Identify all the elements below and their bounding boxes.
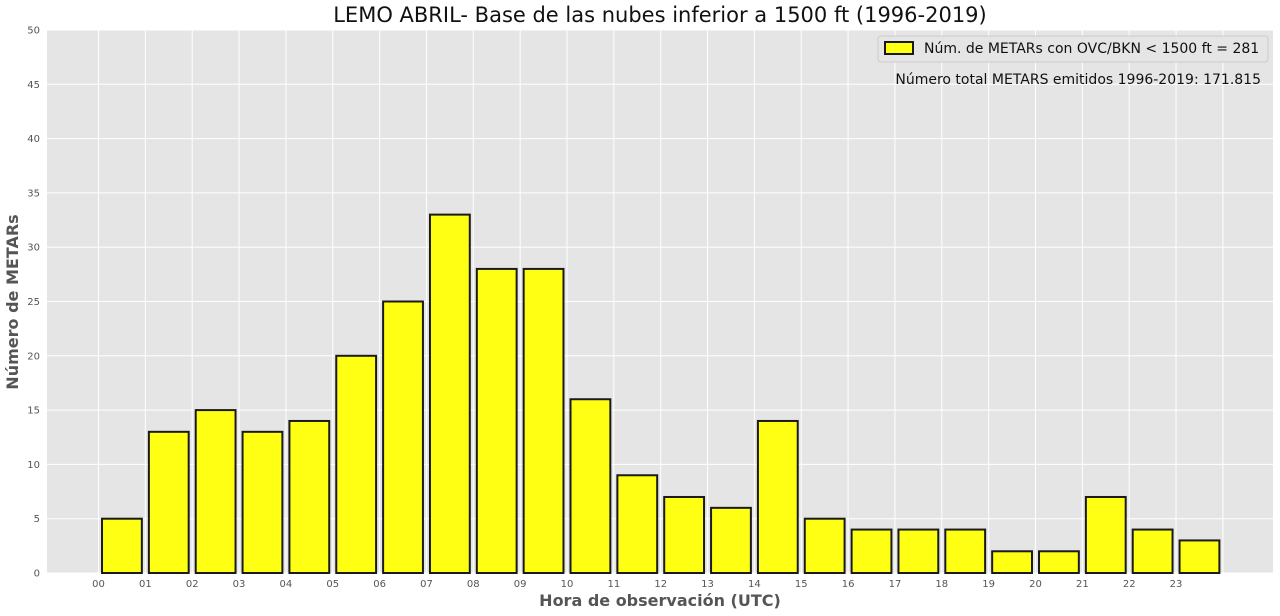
y-tick-label: 25: [27, 297, 40, 308]
y-tick-label: 5: [34, 514, 40, 525]
bar-09: [522, 267, 565, 574]
x-tick-label: 17: [889, 579, 902, 590]
bar-21: [1084, 495, 1127, 575]
bar-11: [616, 474, 659, 575]
x-tick-label: 11: [607, 579, 620, 590]
legend-swatch: [884, 41, 914, 55]
x-tick-label: 14: [748, 579, 761, 590]
bar-01: [147, 430, 190, 574]
bar-20: [1038, 550, 1080, 575]
bar-17: [897, 528, 940, 574]
bar-16: [850, 528, 893, 574]
total-metars-annotation: Número total METARS emitidos 1996-2019: …: [895, 72, 1261, 88]
bar-02: [194, 409, 237, 574]
x-axis-ticks: 00 01 02 03 04 05 06 07 08 09 10 11 12 13 14 15 16 17 18 19…: [92, 579, 1182, 590]
bar-06: [382, 300, 424, 574]
y-tick-label: 20: [27, 351, 40, 362]
bars: [101, 213, 1221, 575]
x-tick-label: 01: [139, 579, 152, 590]
x-tick-label: 23: [1170, 579, 1183, 590]
bar-22: [1131, 528, 1174, 574]
x-tick-label: 12: [654, 579, 667, 590]
legend: Núm. de METARs con OVC/BKN < 1500 ft = 2…: [877, 35, 1269, 63]
x-tick-label: 02: [186, 579, 199, 590]
y-tick-label: 30: [27, 243, 40, 254]
legend-box: [877, 35, 1269, 63]
x-axis-label: Hora de observación (UTC): [539, 591, 781, 610]
x-tick-label: 04: [280, 579, 293, 590]
x-tick-label: 22: [1123, 579, 1136, 590]
bar-19: [991, 550, 1033, 575]
bar-10: [569, 398, 612, 574]
y-tick-label: 15: [27, 406, 40, 417]
bar-00: [101, 517, 143, 575]
x-tick-label: 09: [514, 579, 527, 590]
x-tick-label: 05: [326, 579, 339, 590]
x-tick-label: 07: [420, 579, 433, 590]
y-axis-ticks: 0 5 10 15 20 25 30 35 40 45 50: [27, 26, 40, 580]
bar-08: [475, 267, 518, 574]
x-tick-label: 00: [92, 579, 105, 590]
y-tick-label: 40: [27, 134, 40, 145]
x-tick-label: 19: [982, 579, 995, 590]
bar-18: [944, 528, 987, 574]
bar-23: [1178, 539, 1221, 574]
x-tick-label: 16: [842, 579, 855, 590]
bar-13: [710, 506, 752, 574]
x-tick-label: 15: [795, 579, 808, 590]
legend-label: Núm. de METARs con OVC/BKN < 1500 ft = 2…: [924, 41, 1259, 57]
y-tick-label: 35: [27, 188, 40, 199]
y-tick-label: 0: [34, 569, 40, 580]
y-tick-label: 50: [27, 26, 40, 37]
bar-07: [428, 213, 471, 574]
bar-04: [288, 419, 331, 574]
bar-12: [663, 495, 706, 575]
y-tick-label: 45: [27, 80, 40, 91]
bar-03: [241, 430, 284, 574]
y-axis-label: Número de METARs: [3, 214, 22, 389]
x-tick-label: 08: [467, 579, 480, 590]
x-tick-label: 13: [701, 579, 714, 590]
x-tick-label: 20: [1029, 579, 1042, 590]
bar-15: [803, 517, 846, 575]
x-tick-label: 21: [1076, 579, 1089, 590]
y-tick-label: 10: [27, 460, 40, 471]
bar-05: [335, 354, 378, 574]
x-tick-label: 10: [561, 579, 574, 590]
x-tick-label: 18: [935, 579, 948, 590]
x-tick-label: 06: [373, 579, 386, 590]
chart-title: LEMO ABRIL- Base de las nubes inferior a…: [333, 3, 987, 27]
bar-14: [756, 419, 799, 574]
x-tick-label: 03: [233, 579, 246, 590]
